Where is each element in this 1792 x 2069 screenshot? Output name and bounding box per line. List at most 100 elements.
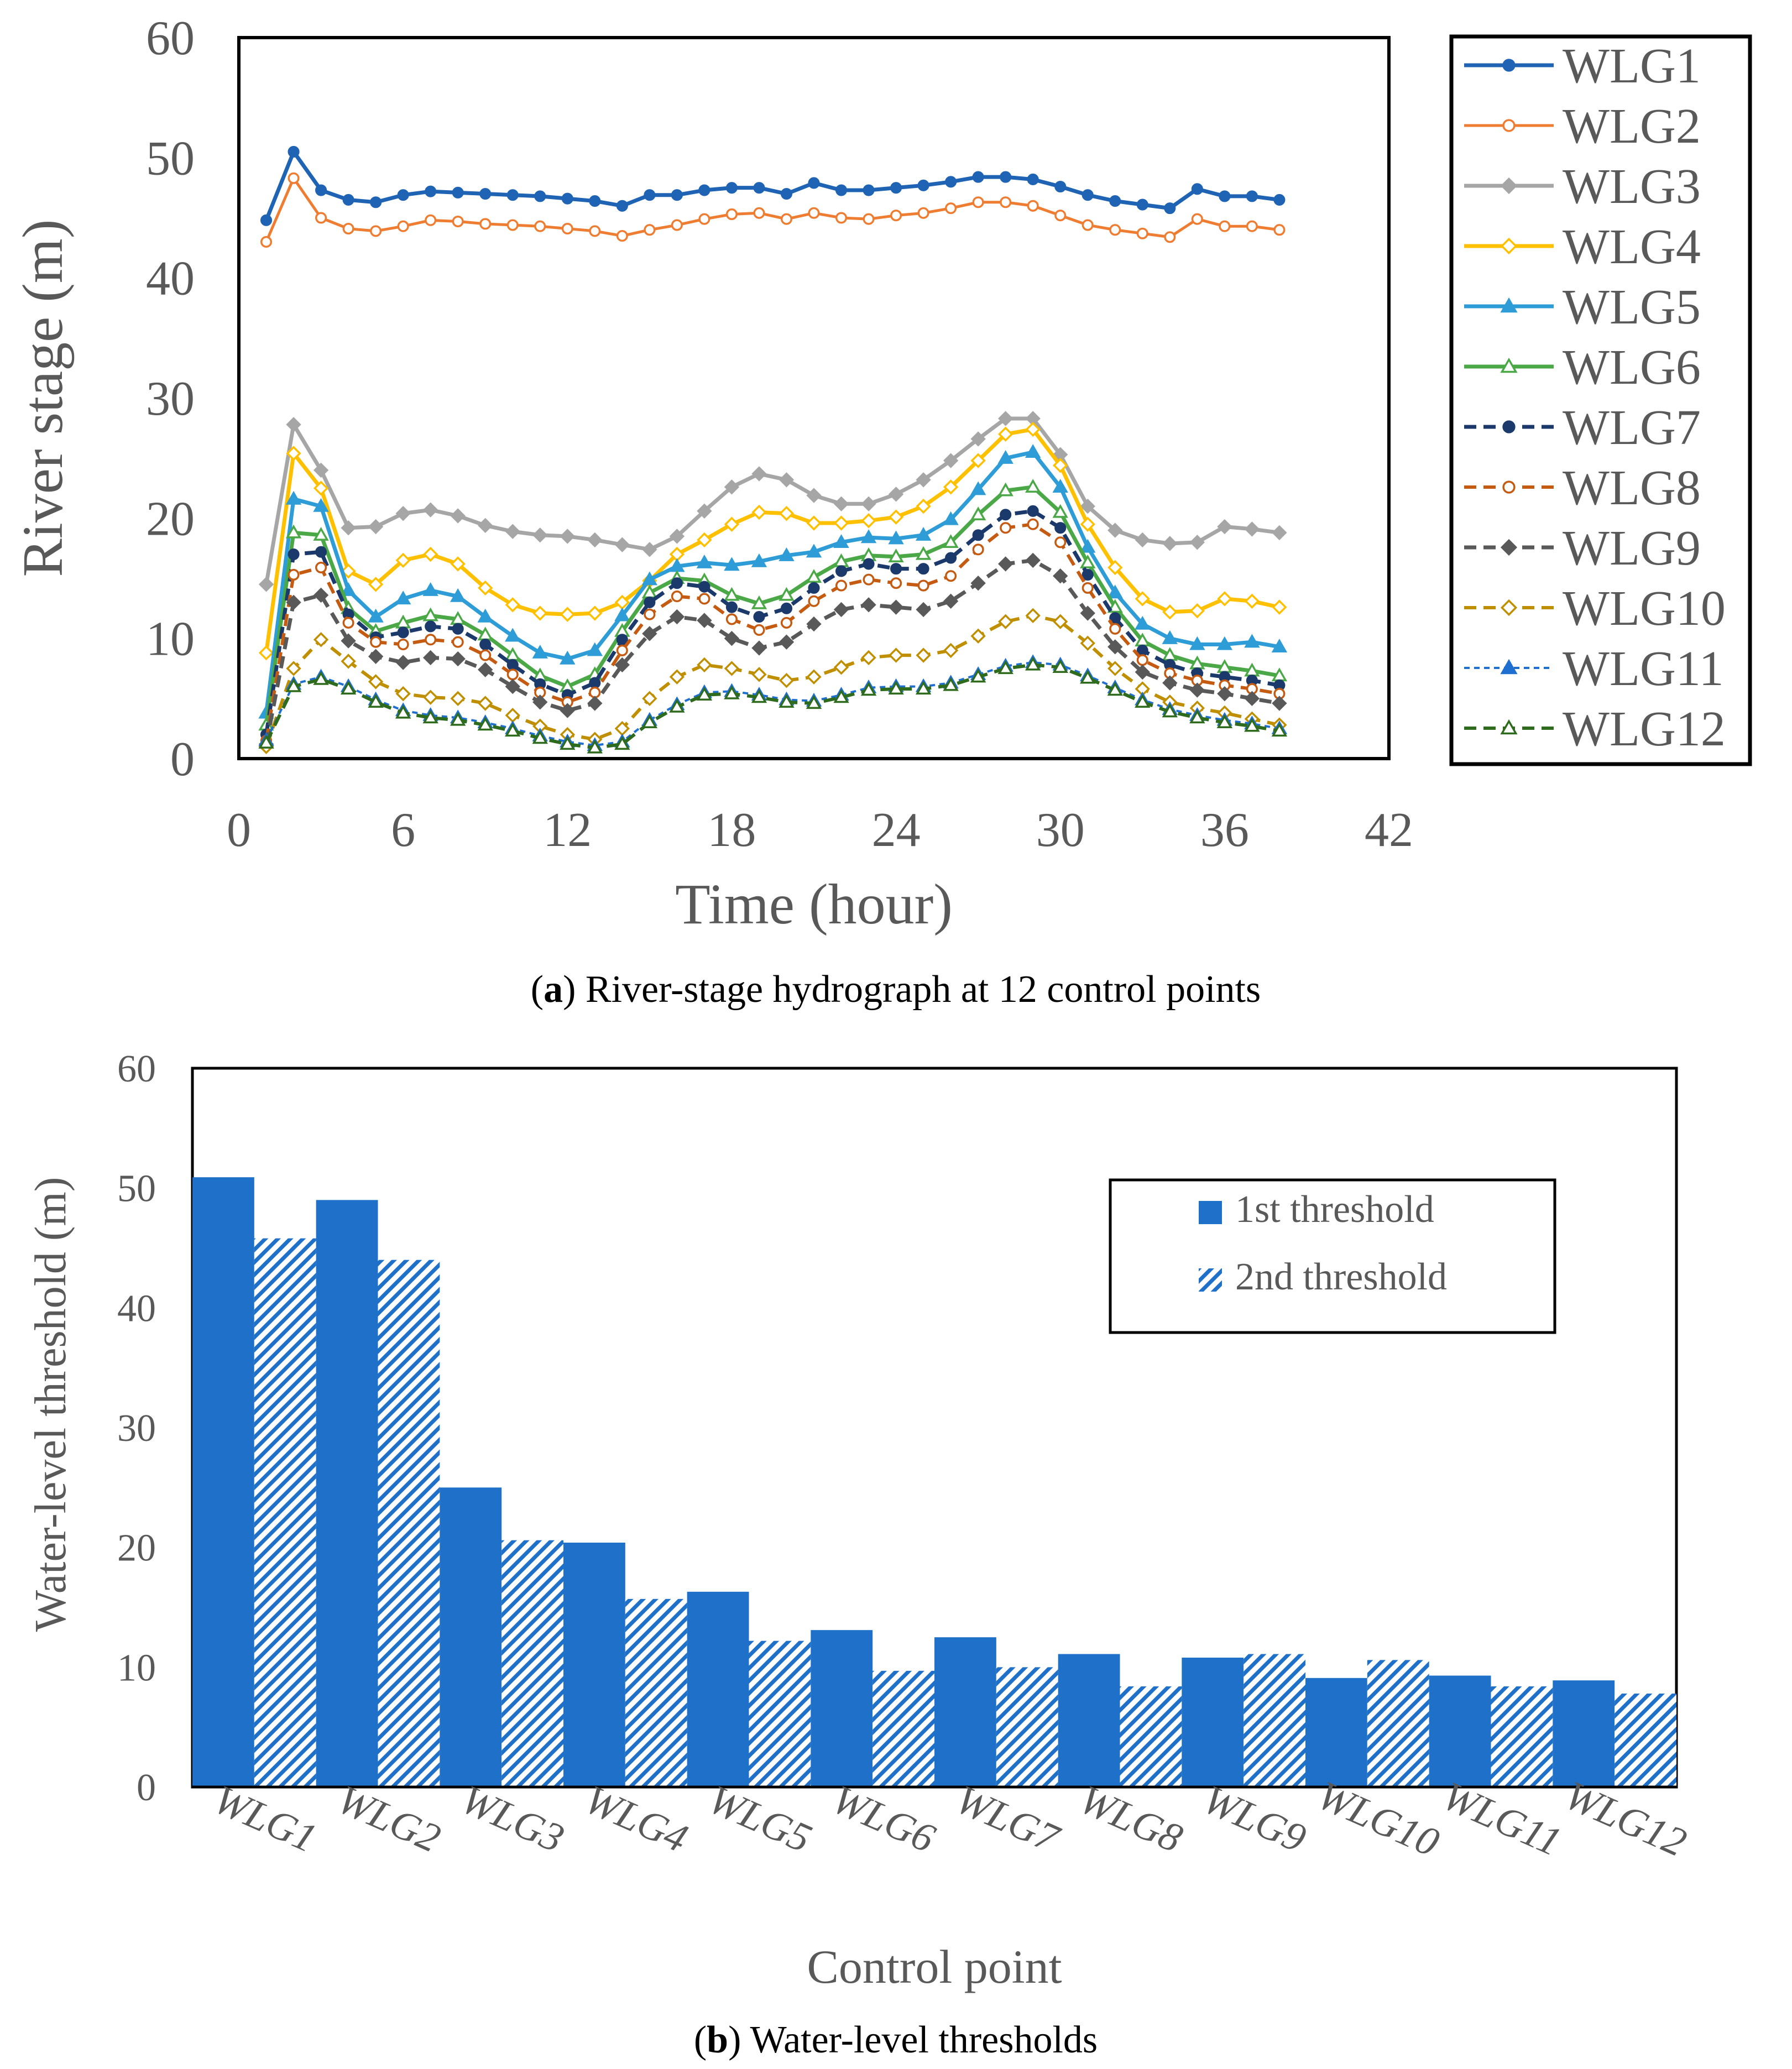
point-WLG5-28 xyxy=(997,450,1013,464)
point-WLG9-28 xyxy=(997,556,1013,572)
line-x-tick-6: 6 xyxy=(391,803,415,857)
point-WLG5-12 xyxy=(560,650,576,665)
point-WLG5-19 xyxy=(751,553,767,567)
line-y-axis-title: River stage (m) xyxy=(11,220,75,577)
point-WLG12-1 xyxy=(258,735,274,749)
point-WLG1-27 xyxy=(972,171,984,183)
bar-WLG1-1st xyxy=(192,1177,254,1787)
line-y-tick-40: 40 xyxy=(146,252,195,306)
point-WLG8-31 xyxy=(1082,582,1094,594)
point-WLG2-16 xyxy=(671,219,683,231)
point-WLG2-2 xyxy=(288,172,300,184)
legend-item-WLG12: WLG12 xyxy=(1464,702,1726,756)
legend-label-WLG2: WLG2 xyxy=(1563,99,1701,154)
point-WLG12-4 xyxy=(340,681,357,695)
point-WLG12-27 xyxy=(970,668,986,683)
legend-marker-WLG9 xyxy=(1500,539,1518,556)
point-WLG2-11 xyxy=(534,220,546,232)
point-WLG7-30 xyxy=(1054,522,1067,534)
point-WLG5-29 xyxy=(1025,444,1041,458)
point-WLG10-8 xyxy=(450,691,466,707)
point-WLG5-35 xyxy=(1189,636,1205,650)
point-WLG9-19 xyxy=(751,640,767,656)
point-WLG2-12 xyxy=(561,223,573,235)
legend-label-WLG9: WLG9 xyxy=(1563,521,1701,576)
bar-y-tick-60: 60 xyxy=(117,1048,156,1090)
point-WLG4-30 xyxy=(1053,458,1068,473)
point-WLG12-22 xyxy=(833,689,849,703)
bar-series-group xyxy=(192,1177,1676,1789)
point-WLG10-22 xyxy=(833,660,849,675)
point-WLG3-24 xyxy=(888,487,904,502)
point-WLG1-9 xyxy=(479,187,492,200)
point-WLG2-35 xyxy=(1191,213,1203,225)
point-WLG12-11 xyxy=(532,730,548,744)
point-WLG12-6 xyxy=(395,704,411,719)
point-WLG12-10 xyxy=(505,723,521,737)
point-WLG2-18 xyxy=(725,208,738,221)
point-WLG3-35 xyxy=(1189,535,1205,550)
line-x-tick-42: 42 xyxy=(1365,803,1413,857)
point-WLG8-3 xyxy=(315,561,327,573)
point-WLG3-33 xyxy=(1135,532,1150,548)
point-WLG3-28 xyxy=(997,411,1013,426)
series-WLG4 xyxy=(258,421,1287,661)
point-WLG4-3 xyxy=(313,480,329,496)
caption-a-text: ) River-stage hydrograph at 12 control p… xyxy=(563,968,1261,1011)
bar-WLG10-1st xyxy=(1305,1678,1367,1787)
point-WLG2-14 xyxy=(616,230,628,242)
point-WLG5-23 xyxy=(860,529,877,544)
point-WLG9-34 xyxy=(1162,675,1178,691)
point-WLG7-23 xyxy=(863,558,875,570)
point-WLG7-6 xyxy=(397,626,409,639)
point-WLG4-37 xyxy=(1244,593,1260,609)
point-WLG2-27 xyxy=(972,196,984,208)
point-WLG4-1 xyxy=(258,645,274,661)
point-WLG2-32 xyxy=(1109,224,1121,236)
point-WLG12-25 xyxy=(915,681,932,695)
point-WLG8-14 xyxy=(616,644,628,656)
point-WLG12-14 xyxy=(614,736,630,750)
point-WLG8-18 xyxy=(725,613,738,625)
point-WLG6-18 xyxy=(724,587,740,601)
point-WLG2-19 xyxy=(753,207,765,219)
point-WLG5-4 xyxy=(340,582,357,596)
bar-WLG2-1st xyxy=(316,1200,378,1787)
point-WLG5-38 xyxy=(1271,639,1288,653)
point-WLG7-24 xyxy=(890,563,902,575)
point-WLG3-10 xyxy=(505,524,520,539)
point-WLG7-26 xyxy=(945,552,957,564)
legend-item-WLG6: WLG6 xyxy=(1464,340,1701,395)
legend-marker-WLG2 xyxy=(1502,119,1516,132)
point-WLG12-7 xyxy=(422,709,438,724)
point-WLG8-15 xyxy=(644,608,656,620)
point-WLG5-9 xyxy=(477,608,493,623)
point-WLG2-20 xyxy=(780,213,793,225)
point-WLG1-3 xyxy=(315,184,327,196)
bar-y-tick-10: 10 xyxy=(117,1647,156,1689)
point-WLG3-5 xyxy=(368,519,384,535)
point-WLG4-36 xyxy=(1217,591,1232,607)
point-WLG4-7 xyxy=(422,546,438,562)
bar-WLG4-2nd xyxy=(625,1598,687,1787)
legend-label-WLG8: WLG8 xyxy=(1563,461,1701,515)
point-WLG3-37 xyxy=(1244,521,1260,537)
line-y-tick-50: 50 xyxy=(146,132,195,185)
point-WLG4-31 xyxy=(1080,516,1095,532)
line-x-tick-labels: 0 6 12 18 24 30 36 42 xyxy=(227,803,1413,857)
point-WLG9-13 xyxy=(587,696,603,711)
legend-marker-WLG7 xyxy=(1502,420,1516,433)
point-WLG10-7 xyxy=(422,689,438,705)
point-WLG3-27 xyxy=(970,431,986,447)
point-WLG2-4 xyxy=(342,223,354,235)
legend-label-WLG10: WLG10 xyxy=(1563,581,1726,636)
legend-label-WLG3: WLG3 xyxy=(1563,159,1701,214)
legend-item-WLG8: WLG8 xyxy=(1464,461,1701,515)
point-WLG3-32 xyxy=(1107,523,1123,538)
series-WLG9 xyxy=(258,552,1287,752)
point-WLG10-5 xyxy=(368,674,384,689)
point-WLG12-17 xyxy=(696,687,713,701)
point-WLG3-4 xyxy=(341,520,356,536)
point-WLG1-19 xyxy=(753,182,765,194)
